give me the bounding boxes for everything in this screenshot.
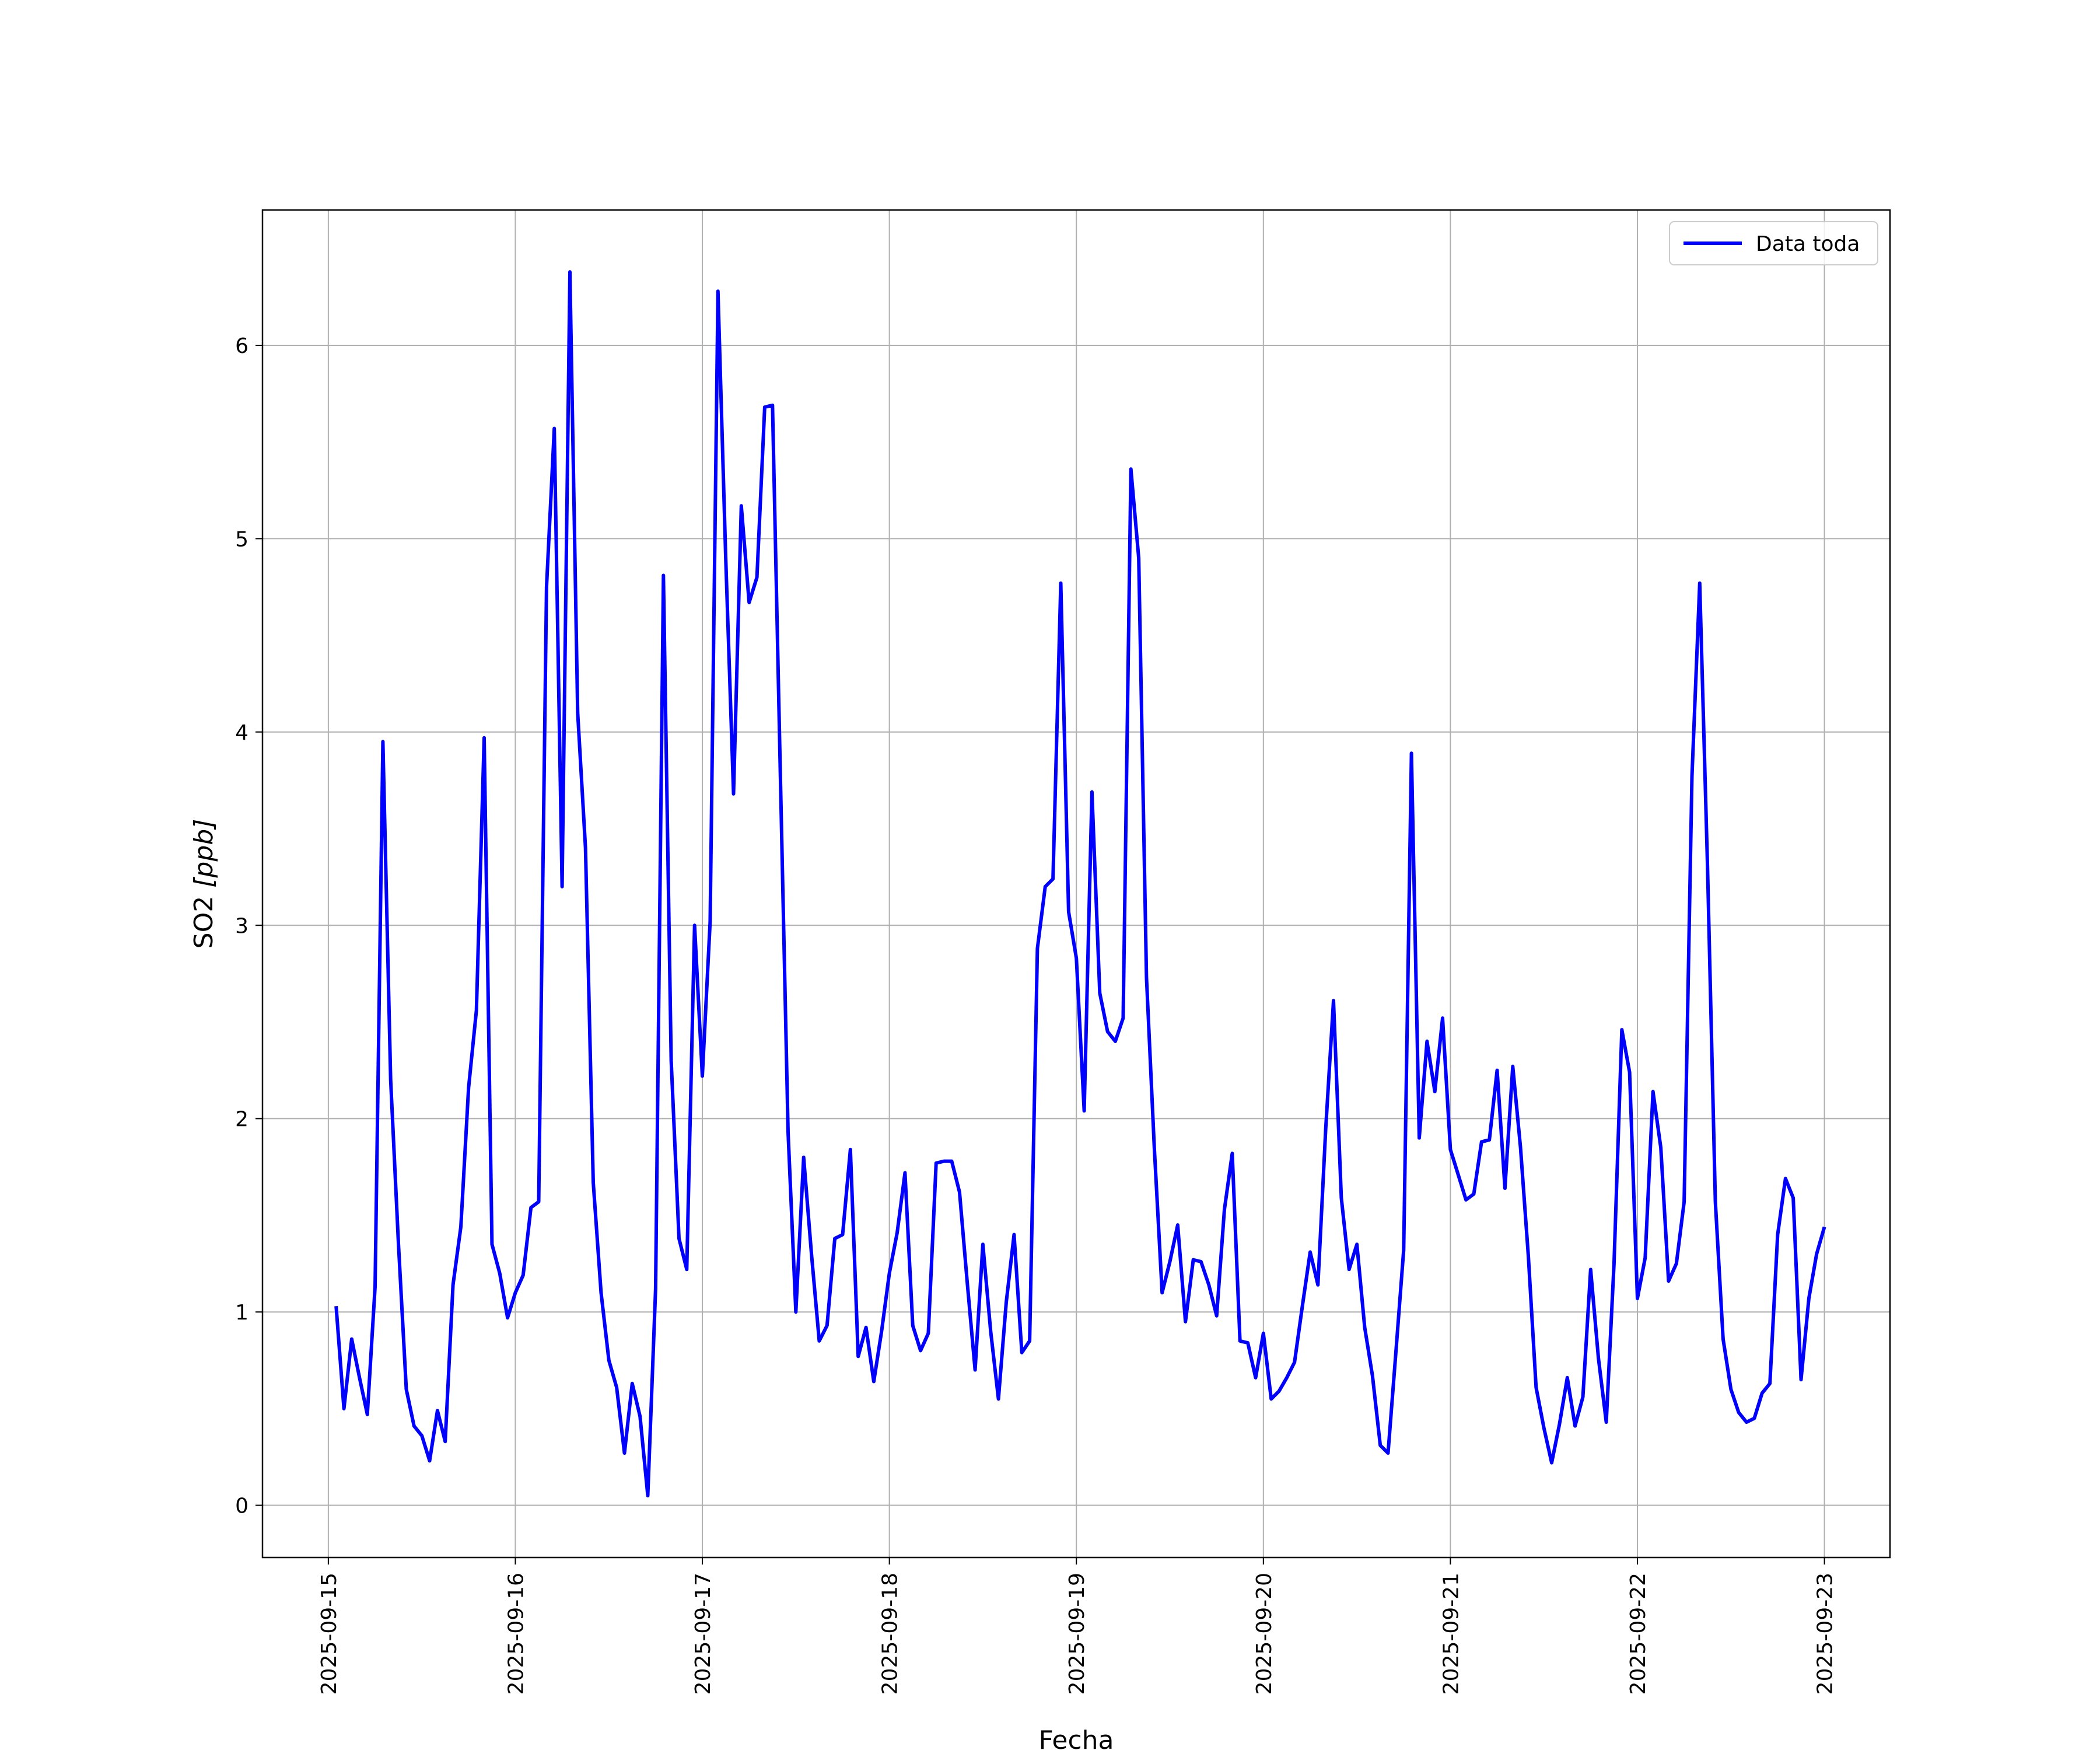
x-axis-label: Fecha [1038, 1726, 1114, 1750]
legend: Data toda [1669, 221, 1878, 265]
x-tick-label: 2025-09-19 [1065, 1573, 1089, 1695]
x-tick-label: 2025-09-20 [1252, 1573, 1276, 1695]
grid [262, 210, 1890, 1558]
series-line-0 [334, 270, 1826, 1497]
y-axis-label: SO2 [ppb] [189, 819, 219, 949]
y-tick-label: 5 [235, 527, 249, 551]
y-tick-label: 0 [235, 1494, 249, 1518]
x-tick-label: 2025-09-21 [1439, 1573, 1463, 1695]
x-tick-label: 2025-09-15 [317, 1573, 341, 1695]
x-axis: 2025-09-15 2025-09-16 2025-09-17 2025-09-18… [317, 1558, 1838, 1695]
x-tick-label: 2025-09-16 [504, 1573, 528, 1695]
y-axis: 0 1 2 3 4 5 6 [235, 334, 262, 1518]
series-layer [334, 270, 1826, 1497]
x-tick-label: 2025-09-17 [691, 1573, 715, 1695]
x-tick-label: 2025-09-23 [1814, 1573, 1838, 1695]
legend-box [1669, 221, 1878, 265]
y-tick-label: 3 [235, 914, 249, 938]
x-tick-label: 2025-09-18 [878, 1573, 902, 1695]
y-tick-label: 2 [235, 1108, 249, 1132]
y-tick-label: 1 [235, 1301, 249, 1325]
y-tick-label: 6 [235, 334, 249, 358]
y-tick-label: 4 [235, 721, 249, 745]
legend-entry-data-toda: Data toda [1756, 232, 1860, 256]
x-tick-label: 2025-09-22 [1626, 1573, 1650, 1695]
